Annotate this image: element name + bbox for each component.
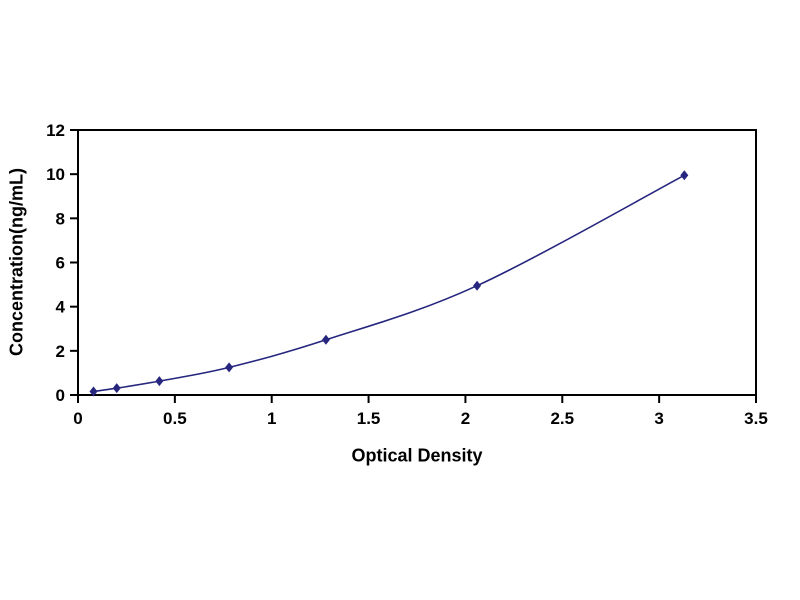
x-axis-label: Optical Density (351, 445, 483, 466)
data-point-marker (112, 383, 121, 394)
y-tick-label: 6 (56, 254, 65, 273)
x-tick-label: 1.5 (357, 409, 381, 428)
data-point-marker (89, 386, 98, 397)
curve-line (93, 174, 685, 393)
y-tick-label: 0 (56, 386, 65, 405)
y-tick-label: 12 (46, 121, 65, 140)
x-tick-label: 2 (461, 409, 470, 428)
y-tick-label: 10 (46, 165, 65, 184)
data-point-marker (321, 334, 330, 345)
x-tick-label: 2.5 (550, 409, 574, 428)
data-point-marker (473, 280, 482, 291)
y-axis-label: Concentration(ng/mL) (6, 168, 27, 356)
y-tick-label: 2 (56, 342, 65, 361)
x-tick-label: 0.5 (163, 409, 187, 428)
y-tick-label: 8 (56, 209, 65, 228)
x-tick-label: 0 (73, 409, 82, 428)
x-tick-label: 3.5 (744, 409, 768, 428)
data-point-marker (155, 376, 164, 387)
data-point-marker (225, 362, 234, 373)
y-tick-label: 4 (56, 298, 66, 317)
x-tick-label: 1 (267, 409, 276, 428)
x-tick-label: 3 (654, 409, 663, 428)
data-point-marker (680, 170, 689, 181)
plot-border (77, 129, 757, 396)
